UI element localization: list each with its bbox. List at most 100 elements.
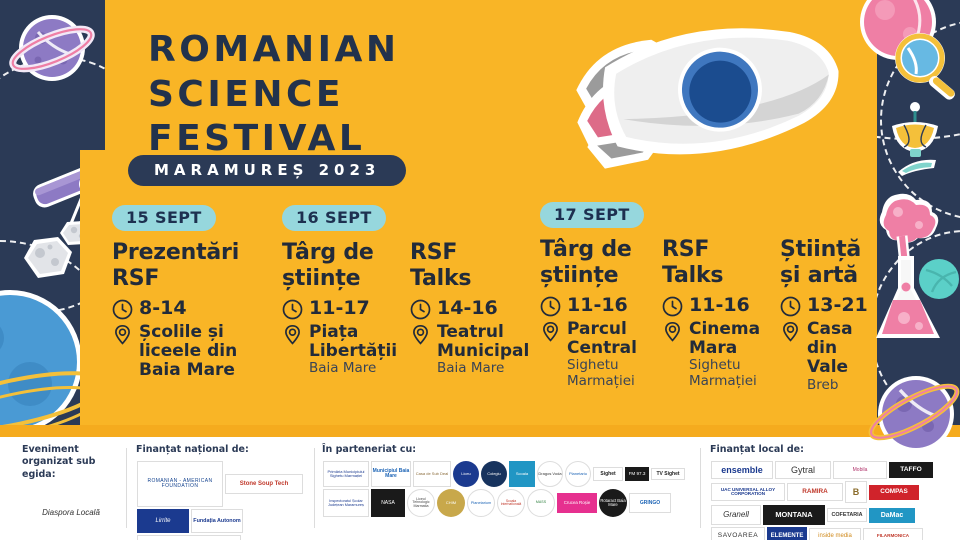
event-title: Târg de științe <box>540 237 632 288</box>
sponsor-logo[interactable]: Crucea Roșie <box>557 493 597 514</box>
planet-icon <box>919 259 959 299</box>
sponsor-logo[interactable]: Scoala <box>509 461 535 488</box>
sponsor-logo[interactable]: Fundația Autonom <box>191 509 243 534</box>
event-location-sub: Sighetu Marmației <box>567 357 635 390</box>
event-card: Târg de științe 11-16 Parcul Central Sig… <box>540 237 644 394</box>
event-card: RSF Talks 11-16 Cinema Mara Sighetu Marm… <box>662 237 762 394</box>
event-location: Parcul Central <box>567 319 637 359</box>
event-card: RSF Talks 14-16 Teatrul Municipal Baia M… <box>410 240 529 377</box>
sponsor-logo[interactable]: UAC UNIVERSAL ALLOY CORPORATION <box>711 483 785 502</box>
sponsor-logo[interactable]: Școala Internatională <box>497 489 525 518</box>
sponsor-logo[interactable]: Casa de Sub Deal <box>413 461 451 488</box>
clock-icon <box>282 299 303 320</box>
planet-icon <box>868 376 960 452</box>
footer-partners-section: În parteneriat cu: Primăria Municipiului… <box>322 444 694 518</box>
date-badge-17-sept: 17 SEPT <box>540 202 644 228</box>
sponsor-logo[interactable]: Mobila <box>833 461 887 480</box>
sponsor-logo[interactable]: TAFFO <box>889 462 933 479</box>
sponsor-logo[interactable]: Fundația Bosch România <box>137 535 241 540</box>
sponsor-logo[interactable]: TV Sighet <box>651 468 685 481</box>
sponsor-logo[interactable]: Primăria Municipiului Sighetu Marmației <box>323 461 369 488</box>
date-badge-15-sept: 15 SEPT <box>112 205 216 231</box>
sponsor-logo[interactable]: Liceu <box>453 461 479 488</box>
yellow-panel-main <box>80 150 877 427</box>
event-time-row: 11-17 <box>282 298 390 320</box>
event-time-row: 11-16 <box>662 295 762 317</box>
footer-divider <box>126 448 127 528</box>
sponsor-logo[interactable]: B <box>845 481 867 504</box>
sponsor-logo[interactable]: FILARMONICA <box>863 528 923 540</box>
clock-icon <box>540 296 561 317</box>
sponsor-logo[interactable]: Stone Soup Tech <box>225 474 303 495</box>
event-location-sub: Sighetu Marmației <box>689 357 757 390</box>
sponsor-logo[interactable]: RAMIRA <box>787 483 843 502</box>
sponsor-logo[interactable]: GRINGO <box>629 493 671 514</box>
event-title: Prezentări RSF <box>112 240 240 291</box>
sponsor-logo[interactable]: MONTANA <box>763 505 825 526</box>
sponsor-logo[interactable]: CHIM <box>437 489 465 518</box>
event-location: Teatrul Municipal <box>437 322 530 362</box>
map-pin-icon <box>662 321 683 342</box>
event-location: Piața Libertății <box>309 322 398 362</box>
sponsor-logo[interactable]: DaMac <box>869 507 915 523</box>
event-location-sub: Baia Mare <box>437 360 505 377</box>
title-line-2: SCIENCE <box>148 73 344 115</box>
footer-local-label: Finanțat local de: <box>710 444 804 455</box>
sponsor-logo[interactable]: Sighet <box>593 467 623 482</box>
sponsor-logo[interactable]: COFETARIA <box>827 508 867 523</box>
sponsor-logo[interactable]: Rotaract Baia Mare <box>599 489 627 518</box>
event-title: Târg de științe <box>282 240 374 291</box>
sponsor-logo[interactable]: Gytral <box>775 461 831 480</box>
sponsor-logo[interactable]: COMPAS <box>869 484 919 500</box>
subtitle-badge: MARAMUREȘ 2023 <box>128 155 407 186</box>
day-block-17-sept: 17 SEPT Târg de științe 11-16 Parcul Cen… <box>540 202 876 394</box>
event-time-row: 13-21 <box>780 295 876 317</box>
footer-organizer-logos: Diaspora Locală <box>22 485 122 540</box>
sponsor-logo[interactable]: Colegiu <box>481 461 507 488</box>
sponsor-logo[interactable]: Lirrite <box>137 509 189 534</box>
sponsor-logo[interactable]: NASA <box>371 489 405 518</box>
rocket-icon <box>576 28 839 169</box>
map-pin-icon <box>540 321 561 342</box>
clock-icon <box>662 296 683 317</box>
event-time-row: 11-16 <box>540 295 644 317</box>
sponsor-logo[interactable]: ROMANIAN - AMERICAN FOUNDATION <box>137 461 223 508</box>
event-location-row: Casa din Vale Breb <box>780 319 876 394</box>
sponsor-logo[interactable]: FM 97.3 <box>625 467 649 482</box>
sponsor-logo[interactable]: Diaspora Locală <box>42 507 100 517</box>
magnifier-icon <box>895 33 955 100</box>
footer-local-section: Finanțat local de: ensemble Gytral Mobil… <box>710 444 950 540</box>
sponsor-logo[interactable]: Granell <box>711 505 761 526</box>
event-card: Târg de științe 11-17 Piața Libertății B… <box>282 240 397 377</box>
event-location-sub: Breb <box>807 376 839 393</box>
event-location: Cinema Mara <box>689 319 761 359</box>
planet-icon <box>0 290 109 443</box>
footer-accent-strip <box>0 425 960 438</box>
sponsor-logo[interactable]: Municipiul Baia Mare <box>371 461 411 488</box>
sponsor-logo[interactable]: inside media <box>809 528 861 540</box>
event-location-row: Cinema Mara Sighetu Marmației <box>662 319 762 390</box>
sponsor-logo[interactable]: Liceul Tehnologic Marmatia <box>407 489 435 518</box>
map-pin-icon <box>780 321 801 342</box>
satellite-dish-icon <box>892 102 938 176</box>
map-pin-icon <box>112 324 133 345</box>
event-title: RSF Talks <box>662 237 724 288</box>
sponsor-logo[interactable]: Planetariu <box>565 461 591 488</box>
footer-partners-label: În parteneriat cu: <box>322 444 417 455</box>
sponsor-logo[interactable]: Planetarium <box>467 489 495 518</box>
sponsor-logo[interactable]: MASS <box>527 489 555 518</box>
flask-icon <box>876 193 940 338</box>
sponsor-logo[interactable]: ELEMENTE <box>767 527 807 540</box>
event-time: 11-16 <box>689 294 750 317</box>
sponsor-logo[interactable]: Inspectoratul Școlar Județean Maramureș <box>323 489 369 518</box>
clock-icon <box>112 299 133 320</box>
sponsor-logo[interactable]: Dragos Voda <box>537 461 563 488</box>
planet-icon <box>9 15 95 81</box>
event-time-row: 8-14 <box>112 298 252 320</box>
event-location-row: Teatrul Municipal Baia Mare <box>410 322 529 377</box>
footer-divider <box>314 448 315 528</box>
sponsor-logo[interactable]: ensemble <box>711 461 773 480</box>
title-line-1: ROMANIAN <box>148 29 400 70</box>
sponsor-logo[interactable]: SAVOAREA <box>711 527 765 540</box>
